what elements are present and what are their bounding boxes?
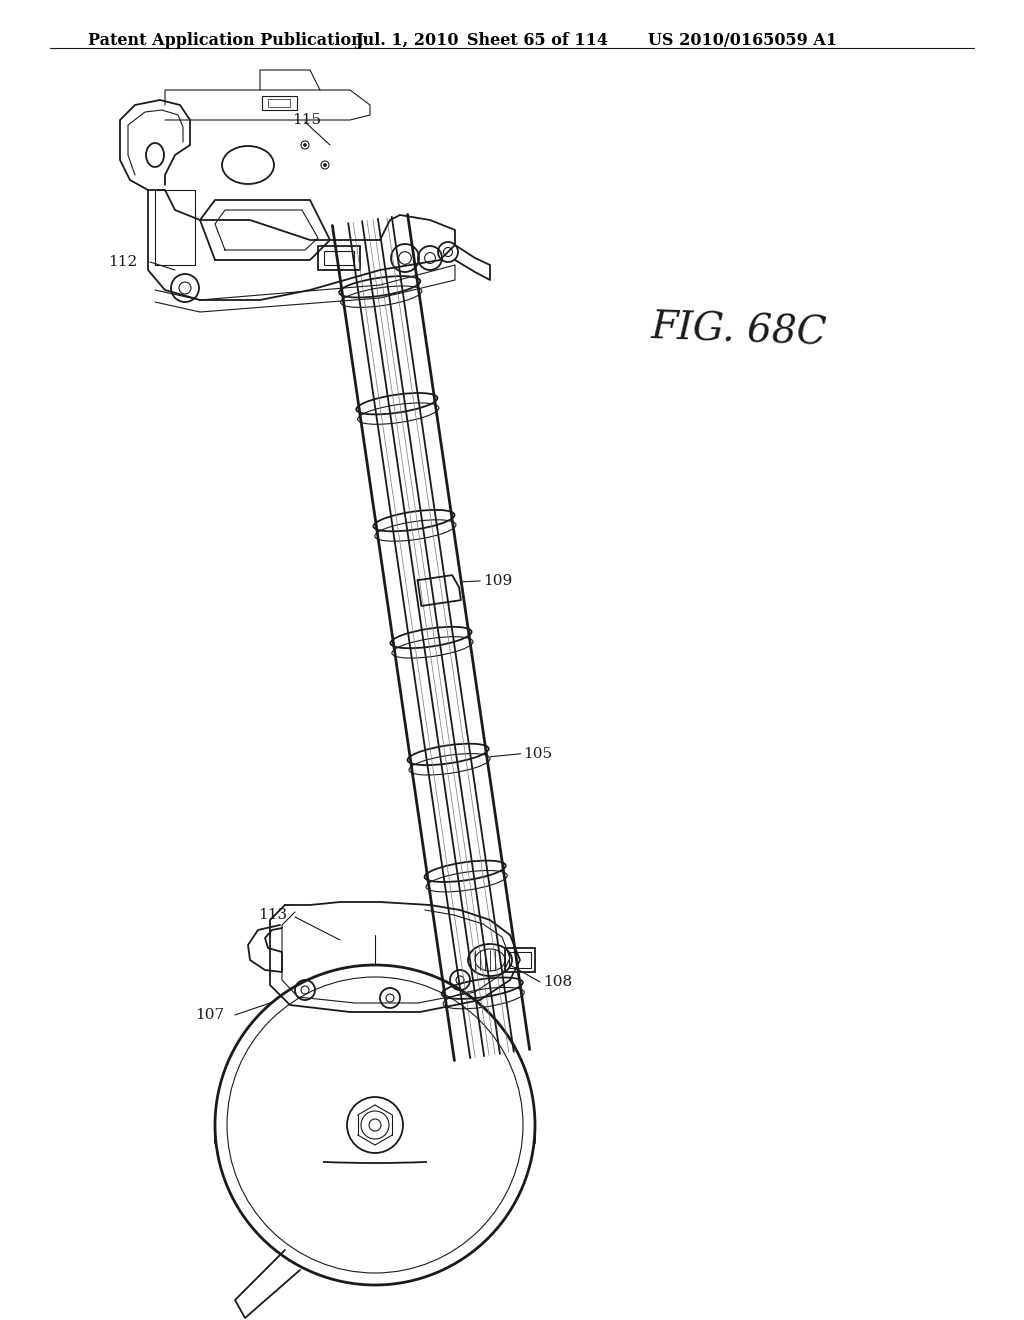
Text: 113: 113 [258,908,287,921]
Text: Jul. 1, 2010: Jul. 1, 2010 [355,32,459,49]
Bar [324,251,354,265]
Bar [505,948,535,972]
Circle shape [303,144,306,147]
Text: 108: 108 [543,975,572,989]
Text: Patent Application Publication: Patent Application Publication [88,32,362,49]
Text: Sheet 65 of 114: Sheet 65 of 114 [467,32,608,49]
Text: 112: 112 [108,255,137,269]
Text: 115: 115 [292,114,322,127]
Bar [268,99,290,107]
Text: US 2010/0165059 A1: US 2010/0165059 A1 [648,32,838,49]
Text: 105: 105 [522,747,552,760]
Text: 109: 109 [483,574,512,587]
Bar [262,96,297,110]
Bar [318,246,360,271]
Text: 107: 107 [195,1008,224,1022]
Bar [509,952,531,968]
Circle shape [324,164,327,166]
Text: FIG. 68C: FIG. 68C [650,310,827,354]
